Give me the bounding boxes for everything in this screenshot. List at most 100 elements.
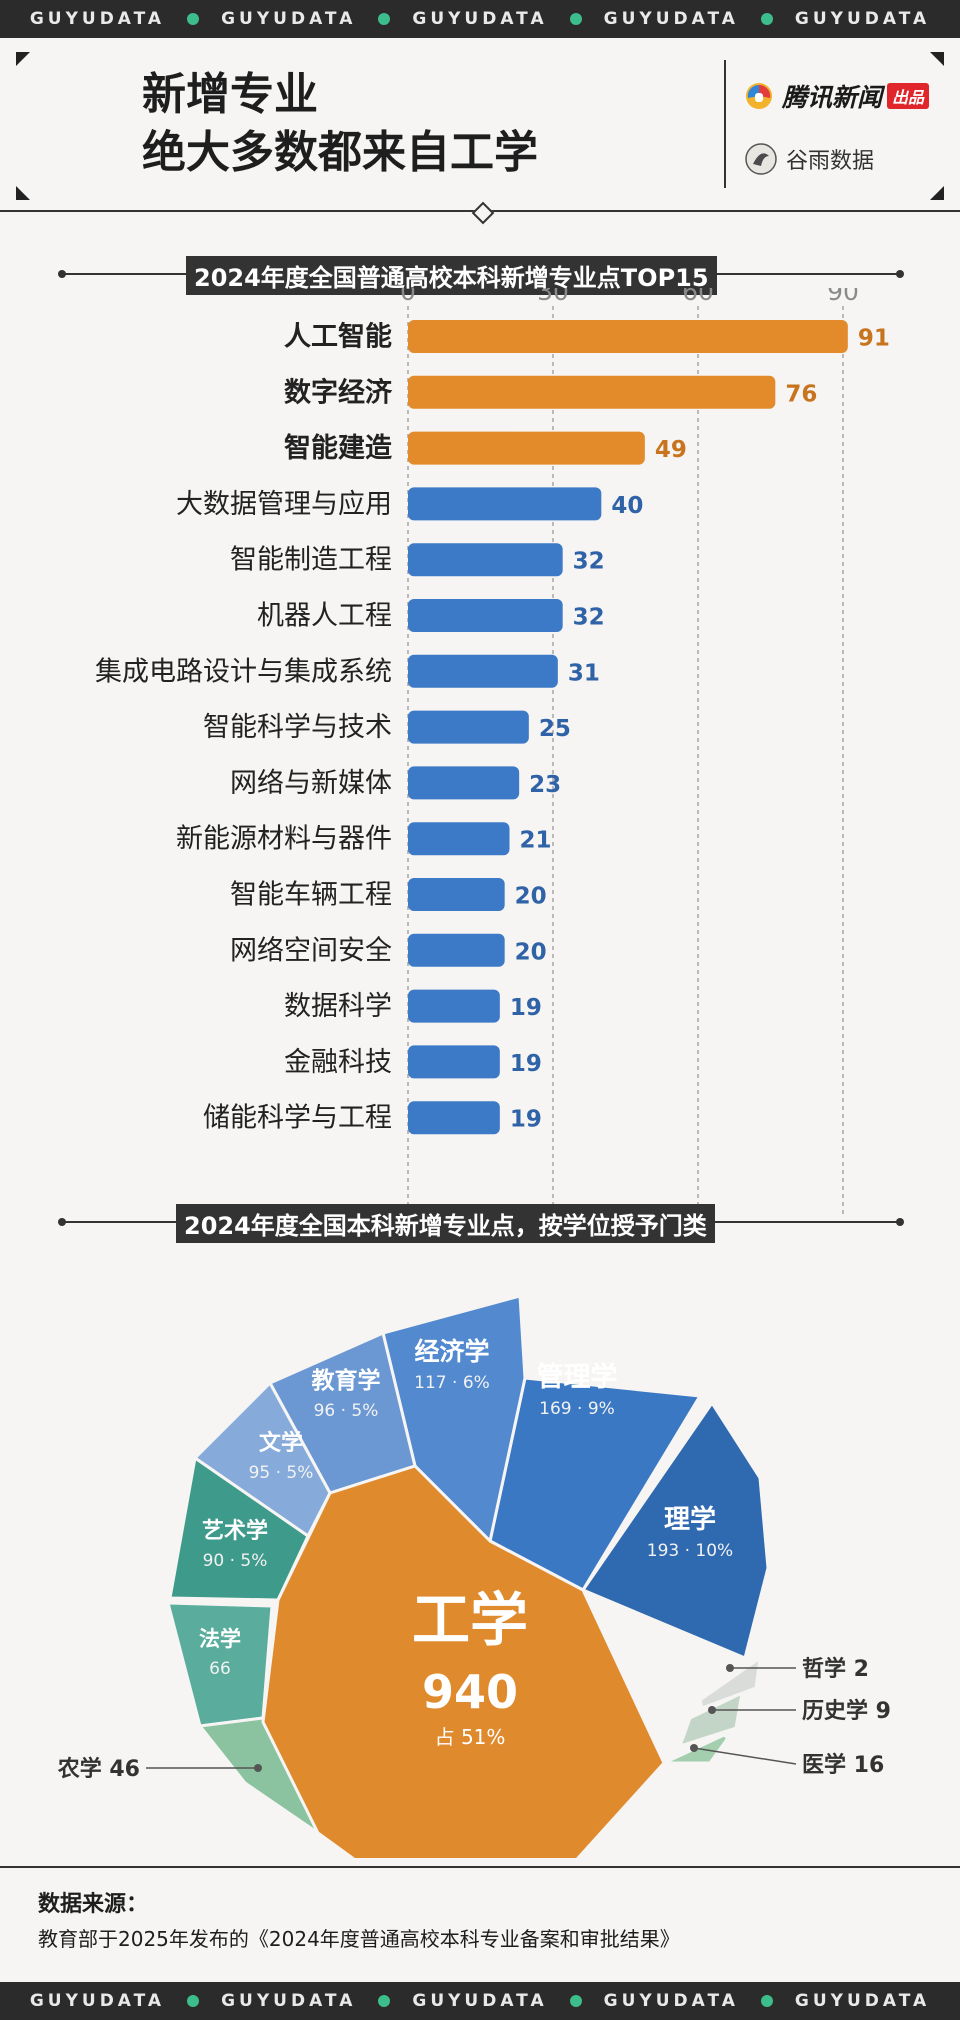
pie-slice bbox=[581, 1401, 770, 1660]
strip-dot bbox=[569, 13, 582, 25]
x-tick-label: 60 bbox=[682, 288, 714, 306]
title-dot bbox=[896, 270, 904, 278]
strip-word: GUYUDATA bbox=[603, 9, 739, 29]
slice-value-label: 96 · 5% bbox=[314, 1401, 379, 1421]
slice-name-label: 教育学 bbox=[312, 1367, 381, 1394]
pie-slice bbox=[698, 1656, 762, 1710]
divider-diamond bbox=[471, 201, 495, 225]
corner-mark bbox=[16, 186, 30, 200]
category-label: 网络与新媒体 bbox=[230, 768, 392, 799]
value-label: 91 bbox=[858, 326, 890, 352]
category-label: 数据科学 bbox=[284, 991, 392, 1022]
corner-mark bbox=[930, 186, 944, 200]
value-label: 19 bbox=[510, 995, 542, 1021]
strip-word: GUYUDATA bbox=[221, 1991, 357, 2011]
callout-label: 历史学 9 bbox=[802, 1698, 891, 1724]
guyu-data-brand: 谷雨数据 bbox=[744, 142, 874, 176]
value-label: 20 bbox=[515, 939, 547, 965]
value-label: 25 bbox=[539, 716, 571, 742]
callout-label: 哲学 2 bbox=[802, 1656, 869, 1682]
category-label: 储能科学与工程 bbox=[203, 1103, 392, 1134]
category-label: 集成电路设计与集成系统 bbox=[95, 656, 392, 687]
slice-name-label: 艺术学 bbox=[202, 1518, 268, 1544]
tencent-news-logo-icon bbox=[746, 83, 772, 109]
strip-dot bbox=[569, 1995, 582, 2007]
pie-slice-main bbox=[261, 1464, 666, 1858]
category-label: 网络空间安全 bbox=[230, 935, 392, 966]
category-label: 人工智能 bbox=[284, 321, 392, 353]
strip-word: GUYUDATA bbox=[221, 9, 357, 29]
footer-divider bbox=[0, 1866, 960, 1868]
bar-chart-title: 2024年度全国普通高校本科新增专业点TOP15 bbox=[186, 256, 717, 295]
slice-name-label: 理学 bbox=[664, 1504, 716, 1535]
category-label: 数字经济 bbox=[284, 376, 393, 408]
x-tick-label: 0 bbox=[400, 288, 416, 306]
slice-value-label: 90 · 5% bbox=[203, 1551, 268, 1571]
corner-mark bbox=[16, 52, 30, 66]
value-label: 19 bbox=[510, 1051, 542, 1077]
slice-value-label: 193 · 10% bbox=[647, 1541, 733, 1561]
value-label: 32 bbox=[573, 549, 605, 575]
guyu-logo-icon bbox=[745, 143, 777, 175]
x-tick-label: 30 bbox=[537, 288, 569, 306]
bar bbox=[408, 599, 563, 632]
value-label: 49 bbox=[655, 437, 687, 463]
value-label: 19 bbox=[510, 1107, 542, 1133]
bar bbox=[408, 1045, 500, 1079]
headline-line1: 新增专业 bbox=[142, 69, 318, 120]
pie-chart-title: 2024年度全国本科新增专业点，按学位授予门类 bbox=[176, 1204, 715, 1243]
title-dot bbox=[896, 1218, 904, 1226]
bar bbox=[408, 654, 558, 688]
bottom-watermark-strip: GUYUDATA GUYUDATA GUYUDATA GUYUDATA GUYUDATA bbox=[0, 1982, 960, 2020]
category-label: 智能科学与技术 bbox=[203, 712, 392, 743]
category-label: 智能制造工程 bbox=[230, 545, 392, 576]
tencent-news-brand: 腾讯新闻 出品 bbox=[744, 78, 930, 114]
slice-value-label: 66 bbox=[209, 1659, 231, 1679]
bar bbox=[408, 320, 848, 353]
bar bbox=[408, 375, 776, 409]
strip-dot bbox=[760, 13, 773, 25]
bar bbox=[408, 878, 505, 911]
source-text: 教育部于2025年发布的《2024年度普通高校本科专业备案和审批结果》 bbox=[38, 1927, 680, 1951]
header-separator bbox=[724, 60, 726, 188]
bar bbox=[408, 431, 645, 465]
slice-name-label: 文学 bbox=[259, 1430, 303, 1456]
category-label: 智能建造 bbox=[284, 432, 392, 464]
pie-slice bbox=[678, 1691, 744, 1748]
bar bbox=[408, 1101, 500, 1135]
brand2-name: 谷雨数据 bbox=[786, 149, 875, 174]
main-slice-name: 工学 bbox=[412, 1586, 528, 1654]
main-slice-share: 占 51% bbox=[435, 1725, 506, 1749]
value-label: 23 bbox=[529, 772, 561, 798]
corner-mark bbox=[930, 52, 944, 66]
value-label: 20 bbox=[515, 884, 547, 910]
brand1-name: 腾讯新闻 bbox=[782, 83, 883, 112]
value-label: 21 bbox=[520, 828, 552, 854]
strip-word: GUYUDATA bbox=[412, 1991, 548, 2011]
bar-chart: 0 30 60 90 人工智能 91 数字经济 76 智能建造 49 大数据管理与应用 40 智能制造工… bbox=[95, 288, 890, 1218]
strip-dot bbox=[378, 1995, 391, 2007]
slice-value-label: 169 · 9% bbox=[539, 1399, 615, 1419]
infographic-card: 新增专业 绝大多数都来自工学 腾讯新闻 出品 谷雨数据 2024年度全国普通高校… bbox=[0, 38, 960, 1982]
value-label: 32 bbox=[573, 605, 605, 631]
strip-word: GUYUDATA bbox=[603, 1991, 739, 2011]
strip-word: GUYUDATA bbox=[794, 9, 931, 29]
brand1-tag: 出品 bbox=[887, 83, 930, 109]
strip-dot bbox=[187, 13, 200, 25]
headline: 新增专业 绝大多数都来自工学 bbox=[142, 66, 538, 182]
strip-dot bbox=[760, 1995, 773, 2007]
main-slice-value: 940 bbox=[422, 1665, 518, 1719]
slice-value-label: 95 · 5% bbox=[249, 1463, 314, 1483]
bar bbox=[408, 933, 505, 967]
bar bbox=[408, 543, 563, 577]
value-label: 76 bbox=[785, 381, 817, 407]
strip-dot bbox=[378, 13, 391, 25]
bar bbox=[408, 487, 602, 521]
value-label: 31 bbox=[568, 660, 600, 686]
slice-name-label: 经济学 bbox=[414, 1337, 489, 1366]
headline-line2: 绝大多数都来自工学 bbox=[142, 127, 538, 178]
strip-word: GUYUDATA bbox=[29, 1991, 166, 2011]
slice-name-label: 法学 bbox=[199, 1627, 241, 1651]
bar bbox=[408, 989, 500, 1023]
strip-word: GUYUDATA bbox=[29, 9, 166, 29]
